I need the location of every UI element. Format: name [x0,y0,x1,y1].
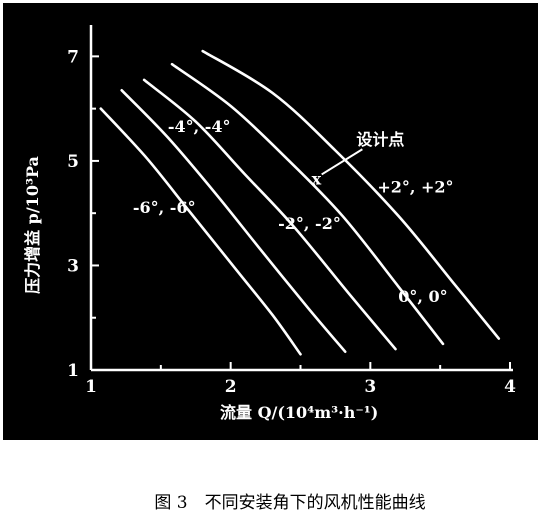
series-line [99,107,302,356]
y-tick-label: 5 [67,152,79,172]
series-lines [99,49,501,356]
curve-label: 0°, 0° [398,287,447,306]
design-point-pointer [321,148,363,176]
series-line [170,62,445,346]
figure-caption: 图 3 不同安装角下的风机性能曲线 [154,493,425,513]
series-line [201,49,501,340]
design-point-label: 设计点 [356,130,404,149]
plot-area: 1 2 3 4 1 3 5 7 -6°, -6° -4°, -4° -2°, -2° 0°, 0° +… [67,47,516,397]
x-axis-label: 流量 Q/(10⁴m³·h⁻¹) [220,403,378,422]
curve-label: +2°, +2° [377,177,453,196]
design-point-marker: x [312,169,322,188]
axis-ticks: 1 2 3 4 1 3 5 7 [67,47,516,397]
chart-background [3,3,538,440]
curve-label: -2°, -2° [278,214,341,233]
x-tick-label: 3 [364,377,376,397]
y-axis-label: 压力增益 p/10³Pa [23,156,42,294]
curve-annotations: -6°, -6° -4°, -4° -2°, -2° 0°, 0° +2°, +2° 设计… [133,117,454,306]
series-line [142,78,397,351]
x-tick-label: 4 [504,377,516,397]
curve-label: -6°, -6° [133,198,196,217]
series-line [120,89,347,353]
x-tick-label: 2 [225,377,237,397]
curve-label: -4°, -4° [168,117,231,136]
y-tick-label: 7 [67,47,79,67]
y-tick-label: 3 [67,256,79,276]
x-tick-label: 1 [85,377,97,397]
y-tick-label: 1 [67,361,79,381]
